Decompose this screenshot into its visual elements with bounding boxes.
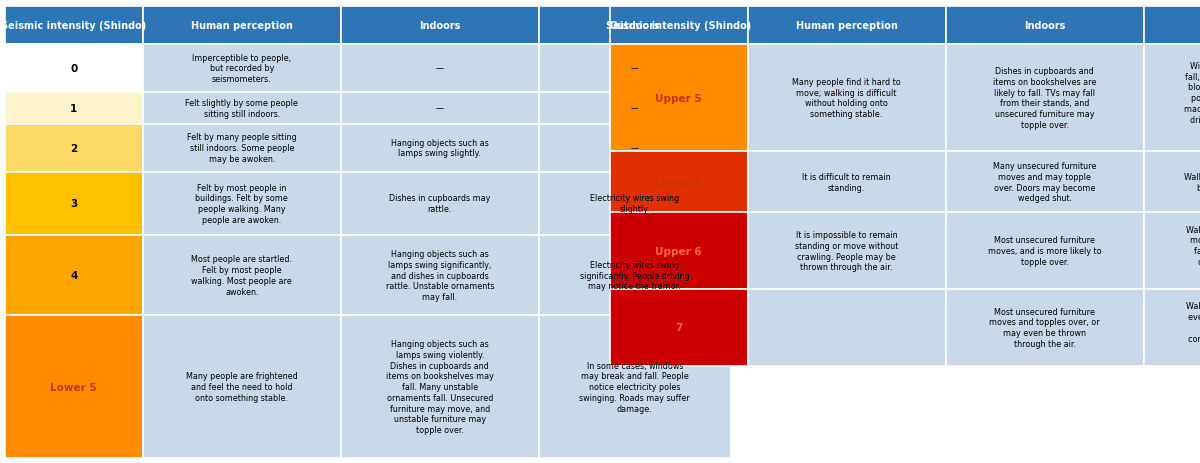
Bar bbox=[5, 45, 143, 93]
Text: Hanging objects such as
lamps swing slightly.: Hanging objects such as lamps swing slig… bbox=[391, 138, 488, 158]
Bar bbox=[748, 152, 946, 213]
Text: Lower 5: Lower 5 bbox=[50, 382, 97, 392]
Text: Felt slightly by some people
sitting still indoors.: Felt slightly by some people sitting sti… bbox=[185, 99, 299, 119]
Bar bbox=[946, 45, 1144, 152]
Text: Dishes in cupboards and
items on bookshelves are
likely to fall. TVs may fall
fr: Dishes in cupboards and items on bookshe… bbox=[992, 67, 1097, 130]
Text: —: — bbox=[631, 104, 638, 113]
Bar bbox=[5, 7, 143, 45]
Text: Hanging objects such as
lamps swing violently.
Dishes in cupboards and
items on : Hanging objects such as lamps swing viol… bbox=[386, 339, 493, 434]
Bar bbox=[143, 125, 341, 172]
Text: Upper 6: Upper 6 bbox=[655, 246, 702, 256]
Text: Indoors: Indoors bbox=[1024, 21, 1066, 31]
Text: It is impossible to remain
standing or move without
crawling. People may be
thro: It is impossible to remain standing or m… bbox=[794, 231, 899, 272]
Bar bbox=[341, 93, 539, 125]
Text: Indoors: Indoors bbox=[419, 21, 461, 31]
Bar bbox=[748, 45, 946, 152]
Bar bbox=[5, 236, 143, 315]
Bar bbox=[748, 213, 946, 289]
Text: Electricity wires swing
slightly.: Electricity wires swing slightly. bbox=[590, 194, 679, 214]
Bar bbox=[539, 172, 731, 236]
Bar bbox=[748, 7, 946, 45]
Bar bbox=[1144, 289, 1200, 366]
Text: Many people are frightened
and feel the need to hold
onto something stable.: Many people are frightened and feel the … bbox=[186, 372, 298, 402]
Bar bbox=[5, 93, 143, 125]
Text: Felt by most people in
buildings. Felt by some
people walking. Many
people are a: Felt by most people in buildings. Felt b… bbox=[196, 183, 288, 225]
Text: Wall tiles and windows may
be damaged and fall.: Wall tiles and windows may be damaged an… bbox=[1184, 173, 1200, 192]
Bar bbox=[539, 315, 731, 458]
Text: Human perception: Human perception bbox=[191, 21, 293, 31]
Bar bbox=[143, 172, 341, 236]
Text: 4: 4 bbox=[70, 270, 78, 281]
Text: —: — bbox=[631, 144, 638, 153]
Bar bbox=[610, 45, 748, 152]
Bar bbox=[143, 236, 341, 315]
Text: Felt by many people sitting
still indoors. Some people
may be awoken.: Felt by many people sitting still indoor… bbox=[187, 133, 296, 163]
Bar bbox=[143, 7, 341, 45]
Text: Most unsecured furniture
moves and topples over, or
may even be thrown
through t: Most unsecured furniture moves and toppl… bbox=[989, 307, 1100, 348]
Bar bbox=[610, 7, 748, 45]
Bar bbox=[946, 213, 1144, 289]
Text: Many unsecured furniture
moves and may topple
over. Doors may become
wedged shut: Many unsecured furniture moves and may t… bbox=[992, 162, 1097, 203]
Bar bbox=[341, 45, 539, 93]
Text: Seismic intensity (Shindo): Seismic intensity (Shindo) bbox=[1, 21, 146, 31]
Text: Imperceptible to people,
but recorded by
seismometers.: Imperceptible to people, but recorded by… bbox=[192, 54, 292, 84]
Bar bbox=[5, 125, 143, 172]
Bar bbox=[610, 213, 748, 289]
Text: Wall tiles and windows are
more likely to break and
fall. Most unreinforced
conc: Wall tiles and windows are more likely t… bbox=[1187, 225, 1200, 277]
Bar bbox=[341, 236, 539, 315]
Bar bbox=[143, 315, 341, 458]
Bar bbox=[539, 7, 731, 45]
Bar bbox=[5, 315, 143, 458]
Bar bbox=[610, 152, 748, 213]
Text: 7: 7 bbox=[674, 323, 683, 332]
Bar bbox=[1144, 213, 1200, 289]
Bar bbox=[143, 45, 341, 93]
Bar bbox=[341, 7, 539, 45]
Bar bbox=[5, 172, 143, 236]
Text: —: — bbox=[436, 64, 444, 73]
Text: Seismic intensity (Shindo): Seismic intensity (Shindo) bbox=[606, 21, 751, 31]
Text: Wall tiles and windows are
even more likely to break
and fall. Reinforced
concre: Wall tiles and windows are even more lik… bbox=[1187, 301, 1200, 354]
Text: 1: 1 bbox=[70, 104, 78, 113]
Text: —: — bbox=[631, 64, 638, 73]
Bar bbox=[539, 236, 731, 315]
Bar bbox=[539, 93, 731, 125]
Text: Upper 5: Upper 5 bbox=[655, 94, 702, 103]
Text: Dishes in cupboards may
rattle.: Dishes in cupboards may rattle. bbox=[389, 194, 491, 214]
Text: Most unsecured furniture
moves, and is more likely to
topple over.: Most unsecured furniture moves, and is m… bbox=[988, 236, 1102, 266]
Bar bbox=[341, 172, 539, 236]
Text: Many people find it hard to
move; walking is difficult
without holding onto
some: Many people find it hard to move; walkin… bbox=[792, 78, 901, 119]
Text: —: — bbox=[436, 104, 444, 113]
Bar bbox=[748, 289, 946, 366]
Bar bbox=[341, 315, 539, 458]
Bar bbox=[143, 93, 341, 125]
Bar bbox=[946, 152, 1144, 213]
Bar bbox=[539, 45, 731, 93]
Text: Hanging objects such as
lamps swing significantly,
and dishes in cupboards
rattl: Hanging objects such as lamps swing sign… bbox=[385, 250, 494, 301]
Bar bbox=[946, 289, 1144, 366]
Text: 0: 0 bbox=[70, 64, 78, 74]
Bar bbox=[341, 125, 539, 172]
Text: It is difficult to remain
standing.: It is difficult to remain standing. bbox=[803, 173, 890, 192]
Bar bbox=[539, 125, 731, 172]
Bar bbox=[946, 7, 1144, 45]
Text: Lower 6: Lower 6 bbox=[655, 177, 702, 188]
Bar bbox=[610, 289, 748, 366]
Bar bbox=[1144, 45, 1200, 152]
Bar bbox=[1144, 152, 1200, 213]
Text: 3: 3 bbox=[70, 199, 78, 209]
Text: Windows may break and
fall, unreinforced concrete-
block walls may collapse,
poo: Windows may break and fall, unreinforced… bbox=[1184, 62, 1200, 135]
Text: 2: 2 bbox=[70, 143, 78, 153]
Bar bbox=[1144, 7, 1200, 45]
Text: Outdoors: Outdoors bbox=[610, 21, 660, 31]
Text: In some cases, windows
may break and fall. People
notice electricity poles
swing: In some cases, windows may break and fal… bbox=[580, 361, 690, 413]
Text: Human perception: Human perception bbox=[796, 21, 898, 31]
Text: Most people are startled.
Felt by most people
walking. Most people are
awoken.: Most people are startled. Felt by most p… bbox=[191, 255, 293, 296]
Text: Electricity wires swing
significantly. People driving
may notice the tremor.: Electricity wires swing significantly. P… bbox=[580, 260, 690, 291]
